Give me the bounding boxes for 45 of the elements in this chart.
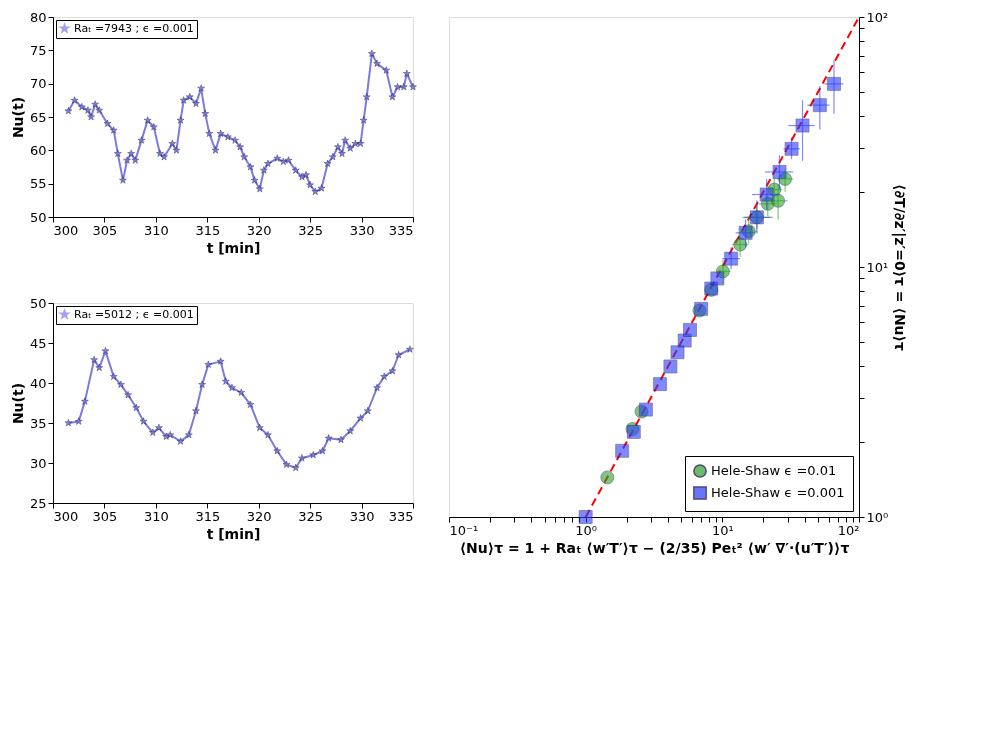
x-tick-label: 325 xyxy=(298,222,324,238)
y-tick-label: 10² xyxy=(866,9,889,25)
x-tick-label: 315 xyxy=(195,508,221,524)
y-tick-label: 70 xyxy=(29,76,47,92)
y-tick-label: 30 xyxy=(29,455,47,471)
y-axis-title: Nu(t) xyxy=(9,96,26,139)
x-axis-title: t [min] xyxy=(206,239,261,256)
x-tick-label: 300 xyxy=(53,222,79,238)
x-tick-label: 320 xyxy=(246,508,272,524)
x-tick-label: 335 xyxy=(388,508,414,524)
x-tick-label: 300 xyxy=(53,508,79,524)
y-tick-label: 65 xyxy=(29,109,47,125)
y-tick-label: 50 xyxy=(29,295,47,311)
y-tick-label: 35 xyxy=(29,415,47,431)
x-tick-label: 10⁰ xyxy=(575,522,598,538)
x-tick-label: 305 xyxy=(92,508,118,524)
x-tick-label: 330 xyxy=(349,508,375,524)
y-tick-label: 10¹ xyxy=(866,259,889,275)
x-tick-label: 330 xyxy=(349,222,375,238)
y-tick-label: 50 xyxy=(29,209,47,225)
x-tick-label: 315 xyxy=(195,222,221,238)
y-tick-label: 55 xyxy=(29,176,47,192)
x-tick-label: 10² xyxy=(837,522,860,538)
y-tick-label: 75 xyxy=(29,42,47,58)
x-tick-label: 10¹ xyxy=(711,522,734,538)
x-axis-title: ⟨Nu⟩τ = 1 + Raₜ ⟨w′T′⟩τ − (2/35) Peₜ² ⟨w′ ∇′·(u′T′)⟩τ xyxy=(459,539,850,556)
y-tick-label: 25 xyxy=(29,495,47,511)
y-tick-label: 45 xyxy=(29,335,47,351)
x-tick-label: 310 xyxy=(143,222,169,238)
x-tick-label: 320 xyxy=(246,222,272,238)
legend-label: Raₜ =5012 ; ϵ =0.001 xyxy=(74,307,194,321)
x-axis-title: t [min] xyxy=(206,525,261,542)
y-tick-label: 80 xyxy=(29,9,47,25)
legend-label: Raₜ =7943 ; ϵ =0.001 xyxy=(74,21,194,35)
x-tick-label: 325 xyxy=(298,508,324,524)
x-tick-label: 335 xyxy=(388,222,414,238)
x-tick-label: 310 xyxy=(143,508,169,524)
legend-label: Hele-Shaw ϵ =0.01 xyxy=(711,463,837,478)
x-tick-label: 10⁻¹ xyxy=(449,522,479,538)
x-tick-label: 305 xyxy=(92,222,118,238)
y-tick-label: 40 xyxy=(29,375,47,391)
legend-label: Hele-Shaw ϵ =0.001 xyxy=(711,485,845,500)
y-tick-label: 60 xyxy=(29,142,47,158)
y-axis-title: Nu(t) xyxy=(9,382,26,425)
y-axis-title: ⟨∂T/∂z′|z′=0⟩τ = ⟨Nu⟩τ xyxy=(891,184,909,351)
